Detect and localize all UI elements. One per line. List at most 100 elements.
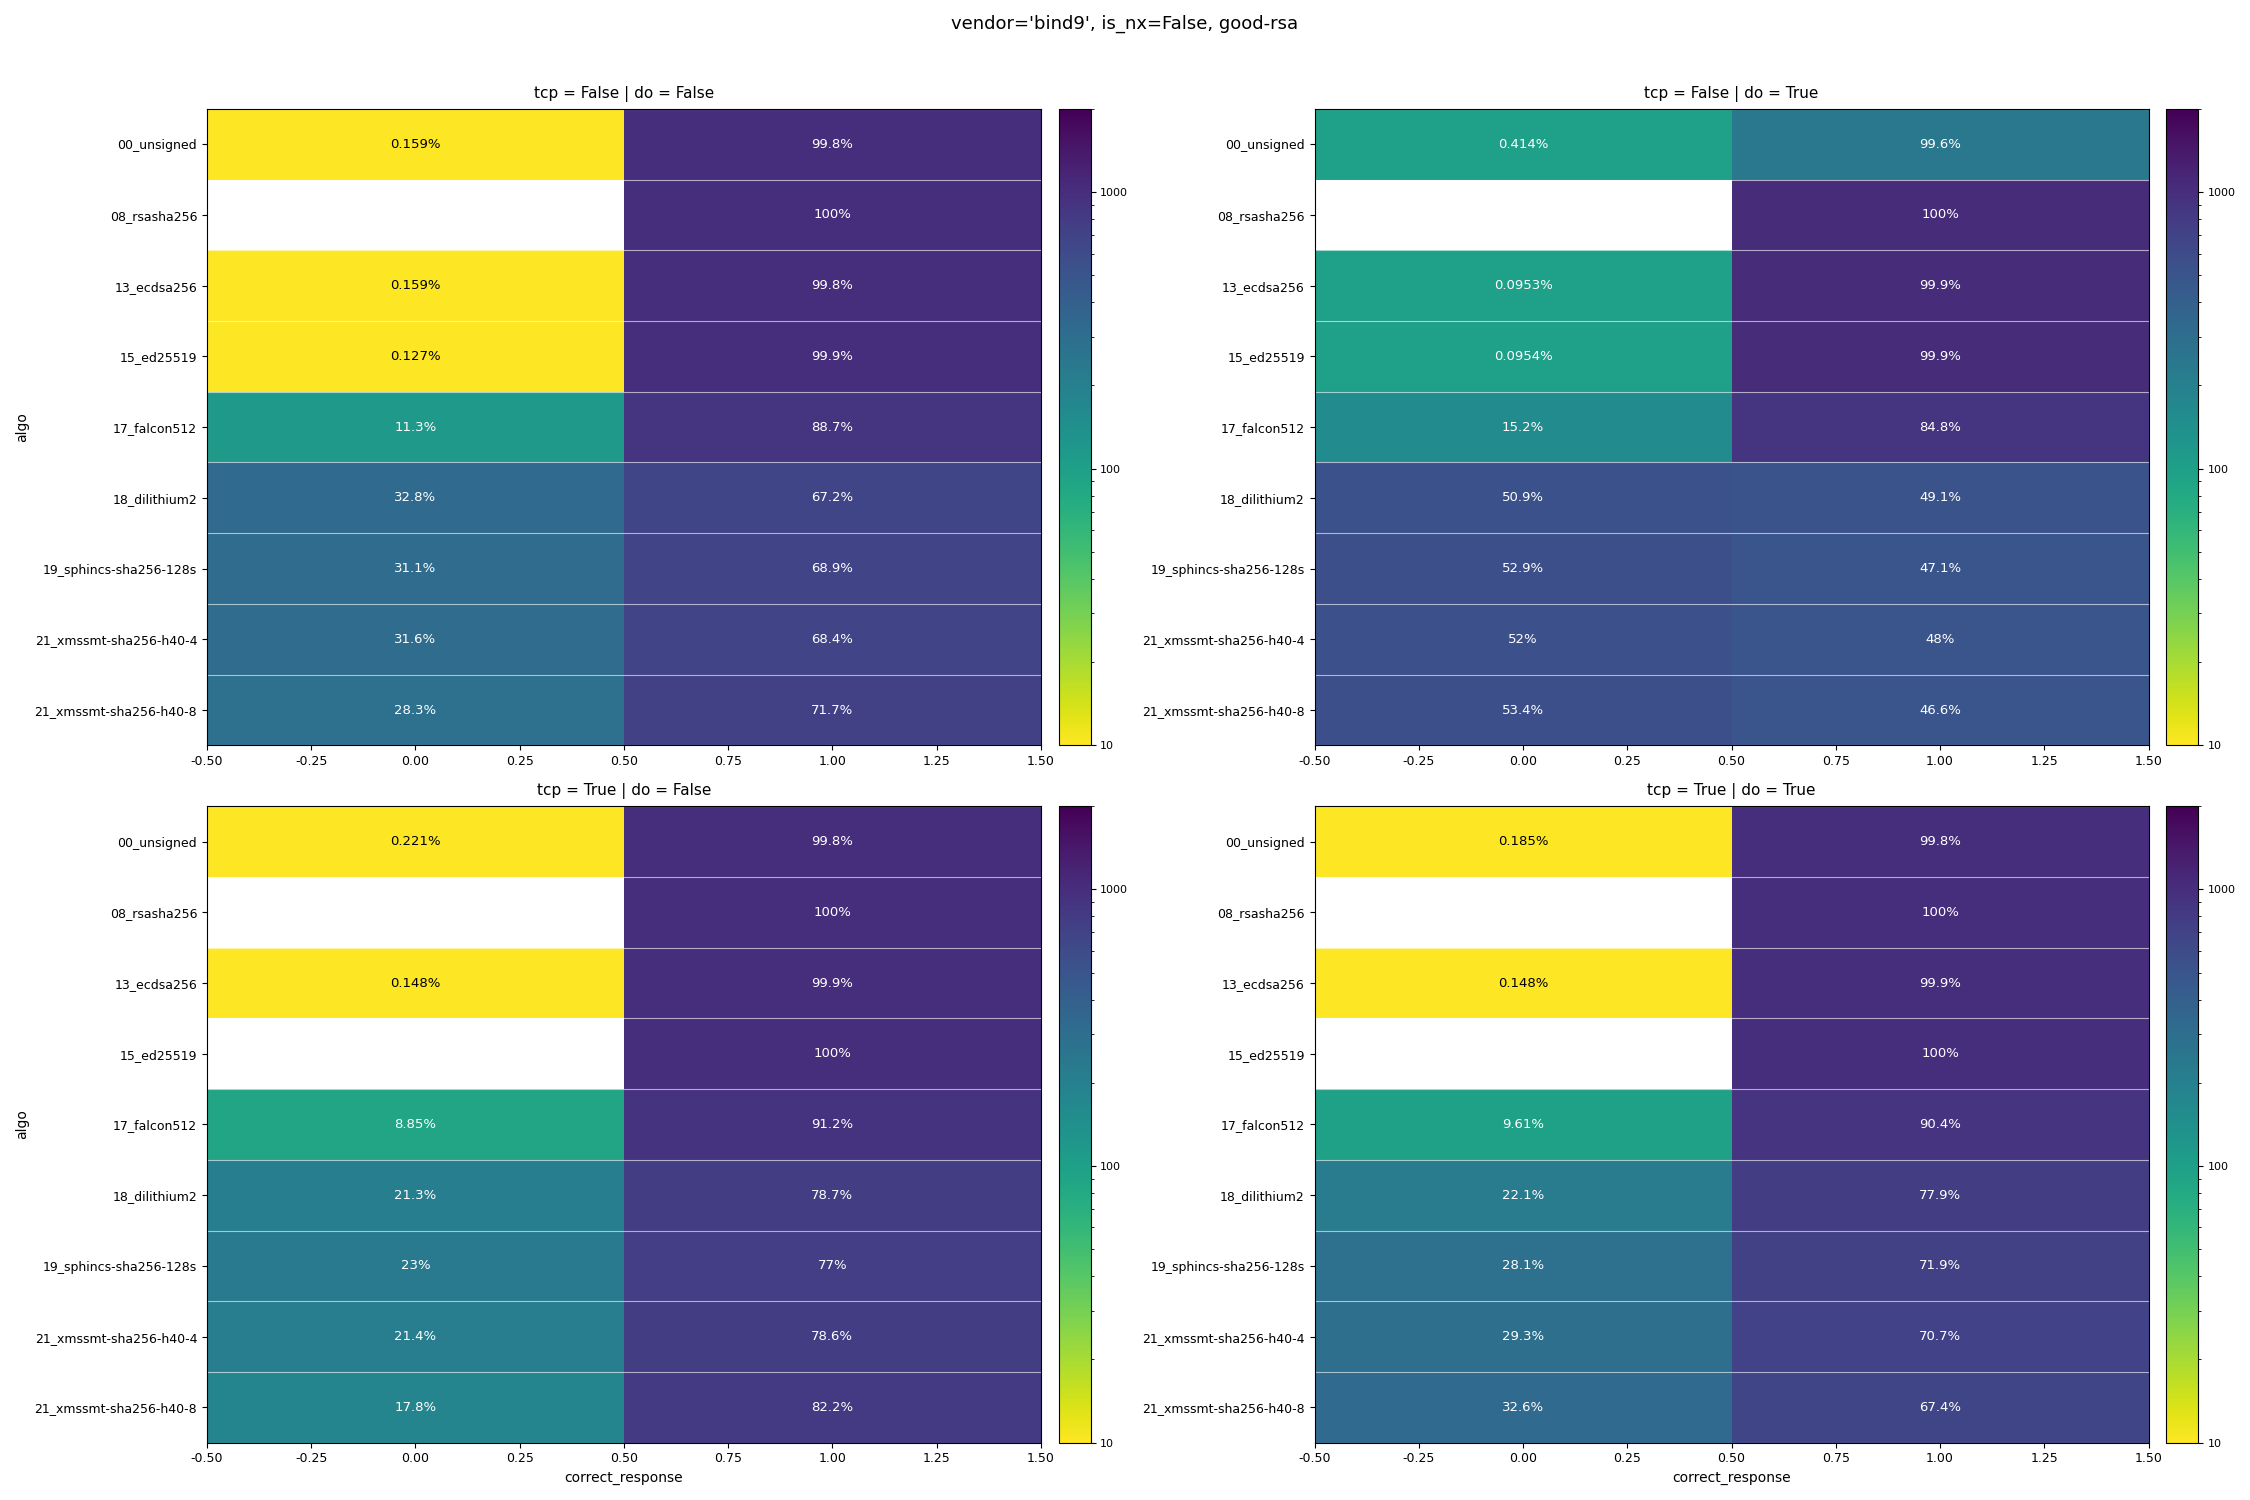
Bar (623, 1019, 1042, 1089)
Text: 99.8%: 99.8% (1919, 836, 1962, 848)
Bar (207, 392, 623, 462)
Text: 46.6%: 46.6% (1919, 704, 1962, 717)
Text: 0.185%: 0.185% (1498, 836, 1548, 848)
Text: 67.4%: 67.4% (1919, 1401, 1962, 1414)
Text: 100%: 100% (1922, 906, 1960, 920)
Bar (207, 675, 623, 746)
Text: 52%: 52% (1508, 633, 1539, 646)
Bar (623, 878, 1042, 948)
Text: 68.4%: 68.4% (812, 633, 853, 646)
Bar (623, 251, 1042, 321)
Text: 22.1%: 22.1% (1503, 1188, 1544, 1202)
X-axis label: correct_response: correct_response (1672, 1472, 1791, 1485)
Bar (207, 1160, 623, 1230)
Bar (1732, 948, 2149, 1018)
Bar (623, 604, 1042, 675)
Bar (623, 948, 1042, 1018)
Bar (1314, 806, 1732, 877)
Bar (1732, 180, 2149, 250)
Bar (1732, 806, 2149, 877)
Text: 28.1%: 28.1% (1503, 1260, 1544, 1272)
Text: 99.9%: 99.9% (1919, 976, 1962, 990)
Text: 0.0953%: 0.0953% (1494, 279, 1552, 292)
Bar (1732, 251, 2149, 321)
Text: 67.2%: 67.2% (812, 492, 853, 504)
Text: 77.9%: 77.9% (1919, 1188, 1962, 1202)
Text: 78.6%: 78.6% (812, 1330, 853, 1342)
Bar (1314, 110, 1732, 180)
Text: 91.2%: 91.2% (812, 1118, 853, 1131)
Text: 99.8%: 99.8% (812, 279, 853, 292)
Bar (623, 462, 1042, 532)
Bar (1732, 1230, 2149, 1302)
Y-axis label: algo: algo (16, 413, 29, 442)
Text: 32.8%: 32.8% (394, 492, 437, 504)
Text: 71.9%: 71.9% (1919, 1260, 1962, 1272)
Text: 68.9%: 68.9% (812, 562, 853, 574)
Text: 52.9%: 52.9% (1503, 562, 1544, 574)
Text: 48%: 48% (1926, 633, 1955, 646)
Bar (207, 1089, 623, 1160)
Text: 78.7%: 78.7% (812, 1188, 853, 1202)
Text: 21.3%: 21.3% (394, 1188, 437, 1202)
Title: tcp = False | do = True: tcp = False | do = True (1645, 86, 1818, 102)
Text: 100%: 100% (814, 1047, 850, 1060)
Bar (1314, 1019, 1732, 1089)
Text: 77%: 77% (817, 1260, 848, 1272)
Text: 53.4%: 53.4% (1503, 704, 1544, 717)
Bar (207, 110, 623, 180)
Text: 99.9%: 99.9% (1919, 350, 1962, 363)
Text: 70.7%: 70.7% (1919, 1330, 1962, 1342)
Text: 32.6%: 32.6% (1503, 1401, 1544, 1414)
Text: 100%: 100% (1922, 1047, 1960, 1060)
Bar (207, 321, 623, 392)
Text: 17.8%: 17.8% (394, 1401, 437, 1414)
Title: tcp = False | do = False: tcp = False | do = False (533, 86, 713, 102)
Text: vendor='bind9', is_nx=False, good-rsa: vendor='bind9', is_nx=False, good-rsa (952, 15, 1298, 33)
Text: 100%: 100% (1922, 209, 1960, 222)
Text: 99.6%: 99.6% (1919, 138, 1962, 150)
Text: 8.85%: 8.85% (394, 1118, 437, 1131)
Bar (1314, 180, 1732, 250)
Bar (207, 1230, 623, 1302)
Text: 99.9%: 99.9% (1919, 279, 1962, 292)
Bar (623, 806, 1042, 877)
Bar (623, 1372, 1042, 1443)
Bar (207, 1372, 623, 1443)
Text: 15.2%: 15.2% (1503, 420, 1544, 434)
Text: 47.1%: 47.1% (1919, 562, 1962, 574)
Text: 50.9%: 50.9% (1503, 492, 1544, 504)
Bar (207, 604, 623, 675)
Bar (623, 110, 1042, 180)
Bar (1732, 1089, 2149, 1160)
Bar (1732, 604, 2149, 675)
Text: 82.2%: 82.2% (812, 1401, 853, 1414)
Bar (207, 180, 623, 250)
Bar (1314, 462, 1732, 532)
Bar (623, 321, 1042, 392)
Text: 88.7%: 88.7% (812, 420, 853, 434)
Bar (207, 462, 623, 532)
Text: 0.221%: 0.221% (389, 836, 441, 848)
Text: 100%: 100% (814, 209, 850, 222)
Bar (1732, 1302, 2149, 1372)
Y-axis label: algo: algo (16, 1110, 29, 1140)
Text: 99.8%: 99.8% (812, 138, 853, 150)
Bar (1314, 675, 1732, 746)
Bar (207, 1302, 623, 1372)
Text: 0.0954%: 0.0954% (1494, 350, 1552, 363)
Bar (1314, 1230, 1732, 1302)
Text: 28.3%: 28.3% (394, 704, 437, 717)
Bar (1732, 878, 2149, 948)
Bar (207, 1019, 623, 1089)
Bar (623, 532, 1042, 604)
Bar (1314, 532, 1732, 604)
Bar (1314, 604, 1732, 675)
Bar (623, 180, 1042, 250)
Bar (1732, 1160, 2149, 1230)
Bar (623, 392, 1042, 462)
Text: 0.148%: 0.148% (389, 976, 441, 990)
Bar (1732, 532, 2149, 604)
Text: 0.148%: 0.148% (1498, 976, 1548, 990)
Text: 99.8%: 99.8% (812, 836, 853, 848)
